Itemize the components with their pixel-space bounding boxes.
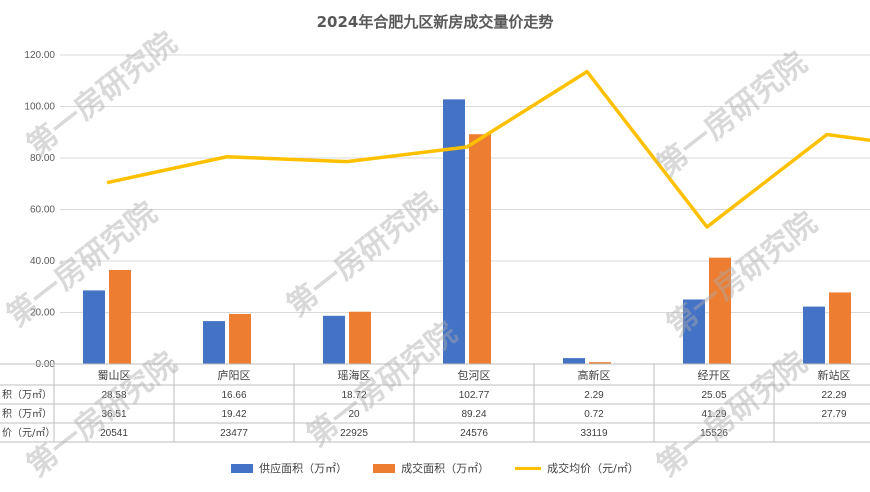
table-cell: 16.66 [221, 390, 246, 401]
table-cell: 0.72 [584, 409, 604, 420]
bar-deal [469, 134, 491, 364]
bar-supply [203, 321, 225, 364]
category-label: 庐阳区 [218, 368, 251, 382]
y-tick-label: 40.00 [30, 256, 55, 267]
table-cell: 20 [348, 409, 360, 420]
table-cell: 24576 [460, 428, 488, 439]
category-label: 经开区 [698, 369, 731, 382]
legend-label-supply: 供应面积（万㎡） [259, 462, 348, 475]
bar-deal [349, 311, 371, 364]
bar-supply [563, 358, 585, 364]
bar-supply [323, 315, 345, 364]
table-cell: 25.05 [701, 390, 726, 401]
table-cell: 18.72 [341, 390, 366, 401]
bar-supply [83, 290, 105, 364]
y-tick-label: 120.00 [24, 50, 55, 61]
y-tick-label: 60.00 [30, 205, 55, 216]
category-label: 高新区 [578, 368, 611, 382]
table-row-label: 积（万㎡） [2, 389, 52, 401]
bar-deal [829, 292, 851, 364]
legend-swatch-deal [373, 463, 396, 473]
category-label: 包河区 [458, 369, 491, 382]
bar-supply [443, 99, 465, 364]
table-cell: 27.79 [821, 409, 846, 420]
table-cell: 89.24 [461, 409, 486, 420]
table-cell: 20541 [100, 428, 128, 439]
chart-legend: 供应面积（万㎡） 成交面积（万㎡） 成交均价（元/㎡） [0, 460, 870, 476]
y-tick-label: 100.00 [24, 102, 55, 113]
bar-deal [109, 269, 131, 364]
table-cell: 19.42 [221, 409, 246, 420]
bar-deal [589, 362, 611, 364]
table-cell: 33119 [580, 428, 608, 439]
y-tick-label: 80.00 [30, 153, 55, 164]
legend-item-price: 成交均价（元/㎡） [515, 460, 639, 476]
y-tick-label: 20.00 [30, 308, 55, 319]
table-cell: 102.77 [459, 390, 490, 401]
table-cell: 28.58 [101, 390, 126, 401]
category-label: 新站区 [818, 368, 851, 382]
table-cell: 23477 [220, 428, 248, 439]
bar-deal [229, 313, 251, 364]
category-label: 瑶海区 [338, 368, 371, 382]
legend-label-price: 成交均价（元/㎡） [547, 462, 639, 475]
legend-label-deal: 成交面积（万㎡） [401, 462, 490, 475]
legend-item-deal: 成交面积（万㎡） [373, 460, 489, 476]
legend-swatch-supply [231, 463, 254, 473]
table-cell: 36.51 [101, 409, 126, 420]
price-line [106, 69, 870, 229]
bar-supply [803, 306, 825, 364]
table-cell: 2.29 [584, 390, 604, 401]
table-cell: 41.29 [701, 409, 726, 420]
table-row-label: 价（元/㎡） [2, 427, 55, 439]
table-cell: 22925 [340, 428, 368, 439]
bar-deal [709, 257, 731, 364]
category-label: 蜀山区 [98, 369, 131, 382]
legend-item-supply: 供应面积（万㎡） [231, 460, 347, 476]
chart-title: 2024年合肥九区新房成交量价走势 [316, 13, 554, 31]
table-cell: 15526 [700, 428, 728, 439]
bar-supply [683, 299, 705, 364]
table-row-label: 积（万㎡） [2, 408, 52, 420]
legend-swatch-price [515, 466, 542, 470]
table-cell: 22.29 [821, 390, 846, 401]
